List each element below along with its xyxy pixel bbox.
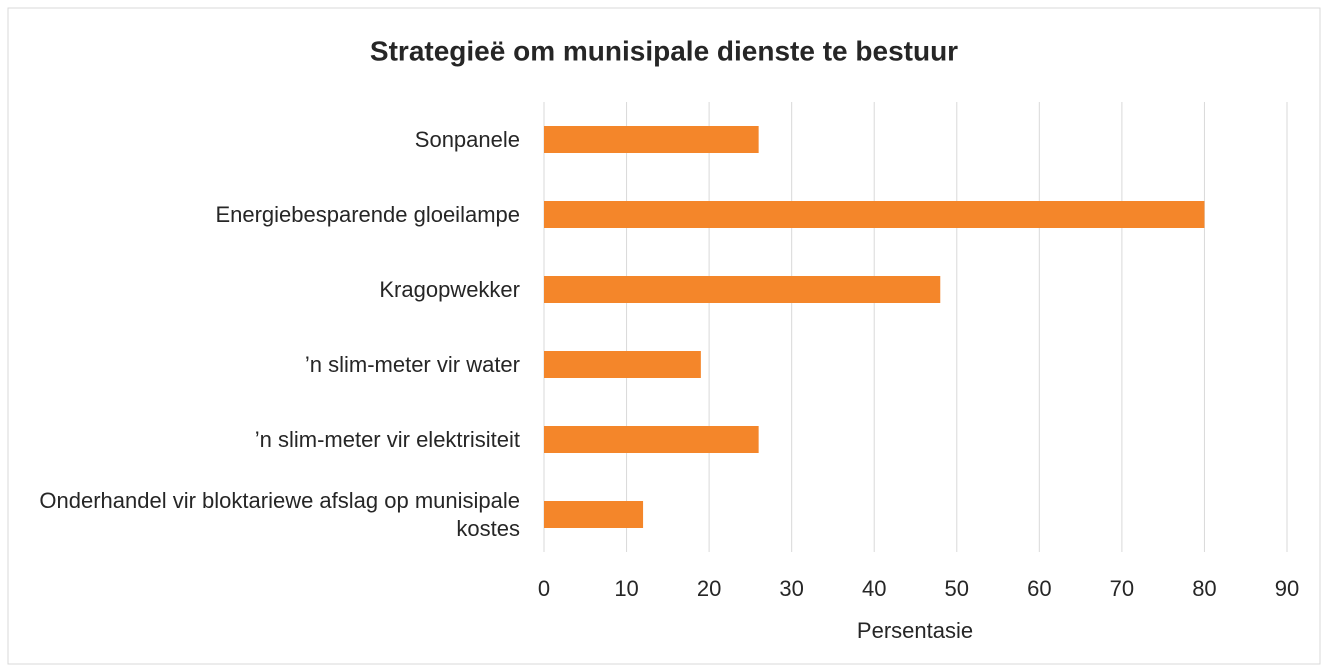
bar <box>544 126 759 153</box>
x-tick-label: 30 <box>779 576 803 601</box>
bar <box>544 501 644 528</box>
y-tick-label: Sonpanele <box>414 126 520 152</box>
chart-title: Strategieë om munisipale dienste te best… <box>370 35 958 66</box>
x-axis-title: Persentasie <box>857 618 973 643</box>
x-tick-label: 70 <box>1110 576 1134 601</box>
x-tick-label: 20 <box>697 576 721 601</box>
y-tick-label: Kragopwekker <box>379 276 520 302</box>
x-tick-label: 10 <box>614 576 638 601</box>
bar <box>544 351 701 378</box>
bar <box>544 201 1205 228</box>
bar <box>544 426 759 453</box>
x-tick-label: 50 <box>945 576 969 601</box>
chart-frame <box>7 7 1321 665</box>
y-tick-label: Energiebesparende gloeilampe <box>215 201 520 227</box>
y-tick-label: ’n slim-meter vir water <box>304 351 520 377</box>
y-tick-label: ’n slim-meter vir elektrisiteit <box>254 426 520 452</box>
y-tick-label: Onderhandel vir bloktariewe afslag op mu… <box>39 487 520 541</box>
bar <box>544 276 941 303</box>
x-tick-label: 40 <box>862 576 886 601</box>
x-tick-label: 60 <box>1027 576 1051 601</box>
x-tick-label: 90 <box>1275 576 1299 601</box>
x-tick-label: 80 <box>1192 576 1216 601</box>
x-tick-label: 0 <box>538 576 550 601</box>
